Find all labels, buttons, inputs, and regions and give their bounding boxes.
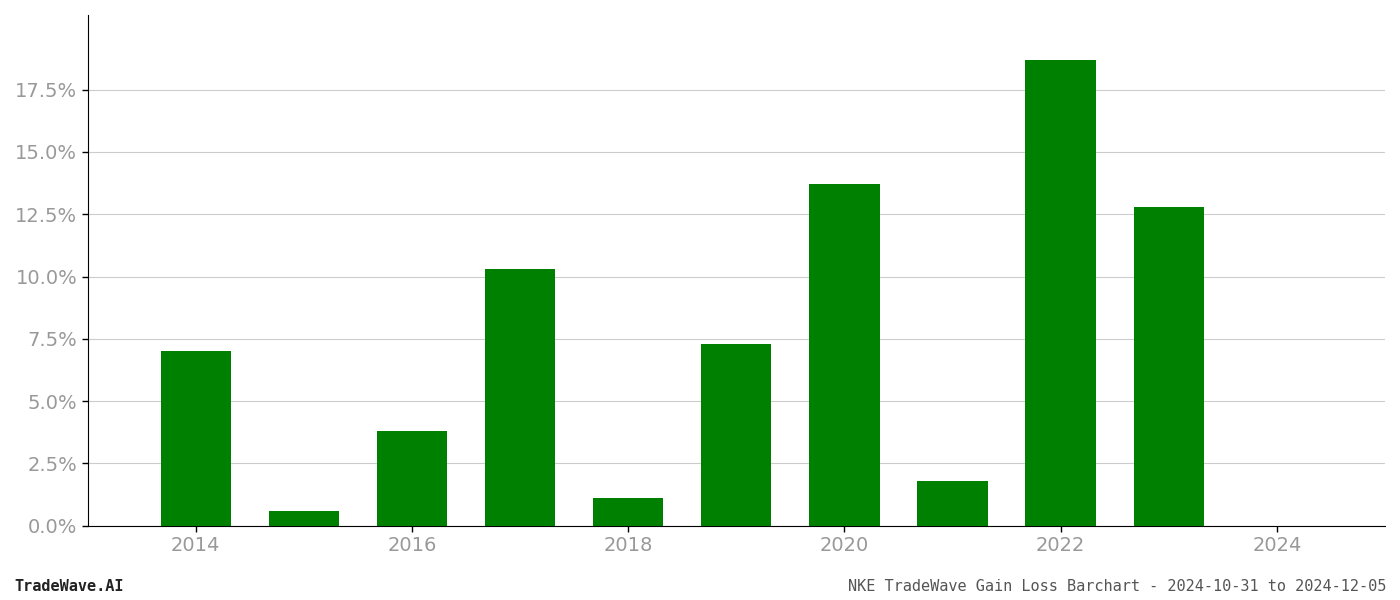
Bar [161, 351, 231, 526]
Text: NKE TradeWave Gain Loss Barchart - 2024-10-31 to 2024-12-05: NKE TradeWave Gain Loss Barchart - 2024-… [847, 579, 1386, 594]
Bar [269, 511, 339, 526]
Bar [1025, 60, 1096, 526]
Bar [377, 431, 447, 526]
Bar [484, 269, 556, 526]
Bar [594, 498, 664, 526]
Text: TradeWave.AI: TradeWave.AI [14, 579, 123, 594]
Bar [809, 184, 879, 526]
Bar [701, 344, 771, 526]
Bar [1134, 207, 1204, 526]
Bar [917, 481, 987, 526]
